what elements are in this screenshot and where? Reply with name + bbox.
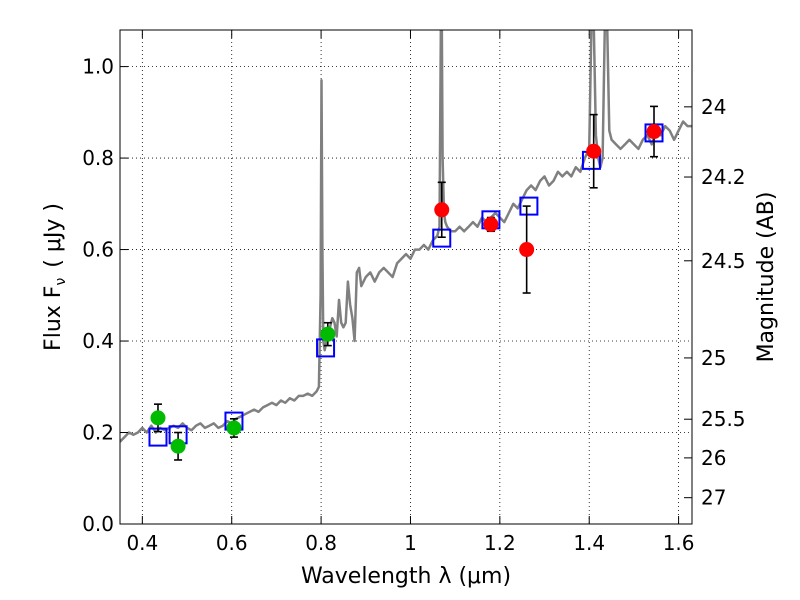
mag-tick-label: 24 bbox=[701, 95, 726, 119]
y-tick-label: 1.0 bbox=[82, 55, 114, 79]
y-tick-label: 0.4 bbox=[82, 329, 114, 353]
x-tick-label: 0.8 bbox=[305, 531, 337, 555]
x-tick-label: 0.6 bbox=[216, 531, 248, 555]
y-axis-label-unit: ( μJy ) bbox=[41, 203, 66, 268]
observed-flux-point bbox=[170, 438, 186, 454]
x-tick-label: 0.4 bbox=[126, 531, 158, 555]
right-axis-label: Magnitude (AB) bbox=[754, 192, 779, 363]
y-axis-label: Flux Fν ( μJy ) bbox=[41, 203, 69, 351]
observed-flux-point bbox=[519, 242, 535, 258]
mag-tick-label: 24.2 bbox=[701, 165, 746, 189]
y-tick-label: 0.8 bbox=[82, 146, 114, 170]
observed-flux-point bbox=[586, 143, 602, 159]
mag-tick-label: 25 bbox=[701, 346, 726, 370]
mag-tick-label: 26 bbox=[701, 446, 726, 470]
y-tick-label: 0.0 bbox=[82, 512, 114, 536]
mag-tick-label: 27 bbox=[701, 486, 726, 510]
observed-flux-point bbox=[150, 410, 166, 426]
observed-flux-point bbox=[226, 420, 242, 436]
mag-tick-label: 24.5 bbox=[701, 249, 746, 273]
x-tick-label: 1.6 bbox=[663, 531, 695, 555]
mag-tick-label: 25.5 bbox=[701, 407, 746, 431]
model-spectrum-line bbox=[120, 30, 692, 443]
y-axis-label-subscript: ν bbox=[53, 278, 69, 286]
grid-lines bbox=[120, 30, 692, 525]
observed-flux-point bbox=[434, 202, 450, 218]
x-tick-label: 1.2 bbox=[484, 531, 516, 555]
y-tick-label: 0.6 bbox=[82, 238, 114, 262]
x-tick-label: 1 bbox=[404, 531, 417, 555]
axis-ticks: 0.4 0.6 0.8 1 1.2 1.4 1.6 0.0 0.2 0.4 0.6 0.8 1.0 24 2… bbox=[82, 30, 746, 555]
plot-frame bbox=[119, 29, 693, 525]
x-axis-label: Wavelength λ (μm) bbox=[301, 564, 511, 589]
y-axis-label-text: Flux F bbox=[41, 286, 66, 351]
x-tick-label: 1.4 bbox=[573, 531, 605, 555]
observed-flux-point bbox=[320, 326, 336, 342]
observed-flux-point bbox=[646, 124, 662, 140]
observed-flux-point bbox=[483, 216, 499, 232]
y-tick-label: 0.2 bbox=[82, 421, 114, 445]
model-photometry-square bbox=[519, 196, 539, 216]
plot-area bbox=[120, 30, 692, 461]
